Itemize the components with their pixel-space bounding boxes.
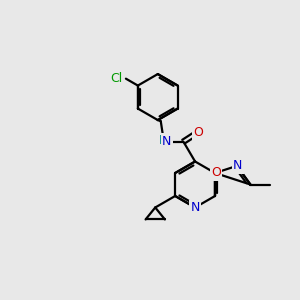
Text: N: N	[190, 201, 200, 214]
Text: N: N	[162, 135, 172, 148]
Text: O: O	[193, 126, 203, 139]
Text: N: N	[233, 159, 243, 172]
Text: O: O	[211, 167, 221, 179]
Text: Cl: Cl	[111, 72, 123, 85]
Text: H: H	[158, 134, 167, 147]
